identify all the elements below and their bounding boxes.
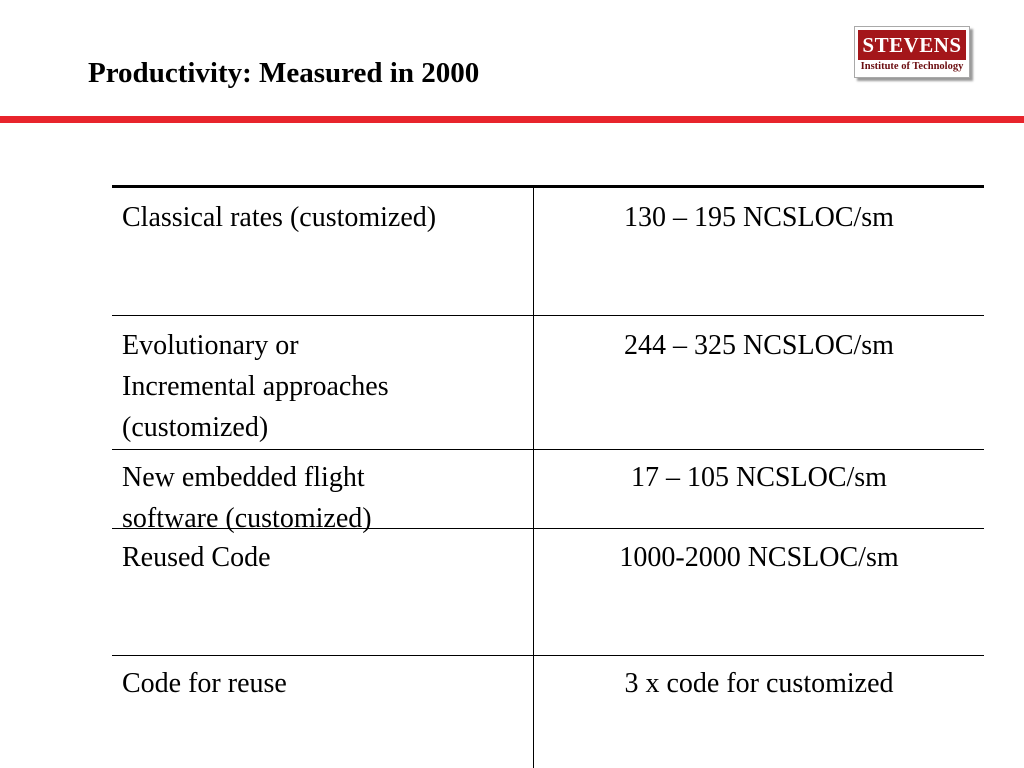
table-row-3-value: 17 – 105 NCSLOC/sm [631,462,887,493]
table-row-3-label: New embedded flight software (customized… [122,457,527,539]
table-row-4-value: 1000-2000 NCSLOC/sm [619,542,899,573]
table-row-4-label: Reused Code [122,537,527,578]
table-row-4-label-line-1: Reused Code [122,542,271,573]
table-row-rule [112,655,984,656]
table-row-rule [112,449,984,450]
table-row-rule [112,528,984,529]
title-divider [0,116,1024,123]
productivity-table: Classical rates (customized) 130 – 195 N… [112,185,984,768]
table-top-rule [112,185,984,188]
table-row-3-label-line-2: software (customized) [122,503,372,534]
table-row-1-label: Classical rates (customized) [122,197,527,238]
table-column-divider [533,188,534,768]
table-row-2-value: 244 – 325 NCSLOC/sm [624,330,894,361]
table-row-5-label: Code for reuse [122,663,527,704]
table-row-1-value: 130 – 195 NCSLOC/sm [624,202,894,233]
logo-name: STEVENS [858,30,966,60]
table-row-2-label-line-3: (customized) [122,412,269,443]
table-row-5-label-line-1: Code for reuse [122,668,287,699]
table-row-2-label-line-1: Evolutionary or [122,330,299,361]
logo-subtitle: Institute of Technology [860,61,964,72]
table-row-2-label-line-2: Incremental approaches [122,371,389,402]
table-row-rule [112,315,984,316]
table-row-5-value: 3 x code for customized [624,668,894,699]
stevens-logo: STEVENS Institute of Technology [854,26,970,78]
table-row-3-label-line-1: New embedded flight [122,462,365,493]
table-row-1-label-line-1: Classical rates (customized) [122,202,437,233]
slide-title: Productivity: Measured in 2000 [88,57,480,89]
table-row-2-label: Evolutionary or Incremental approaches (… [122,325,527,448]
